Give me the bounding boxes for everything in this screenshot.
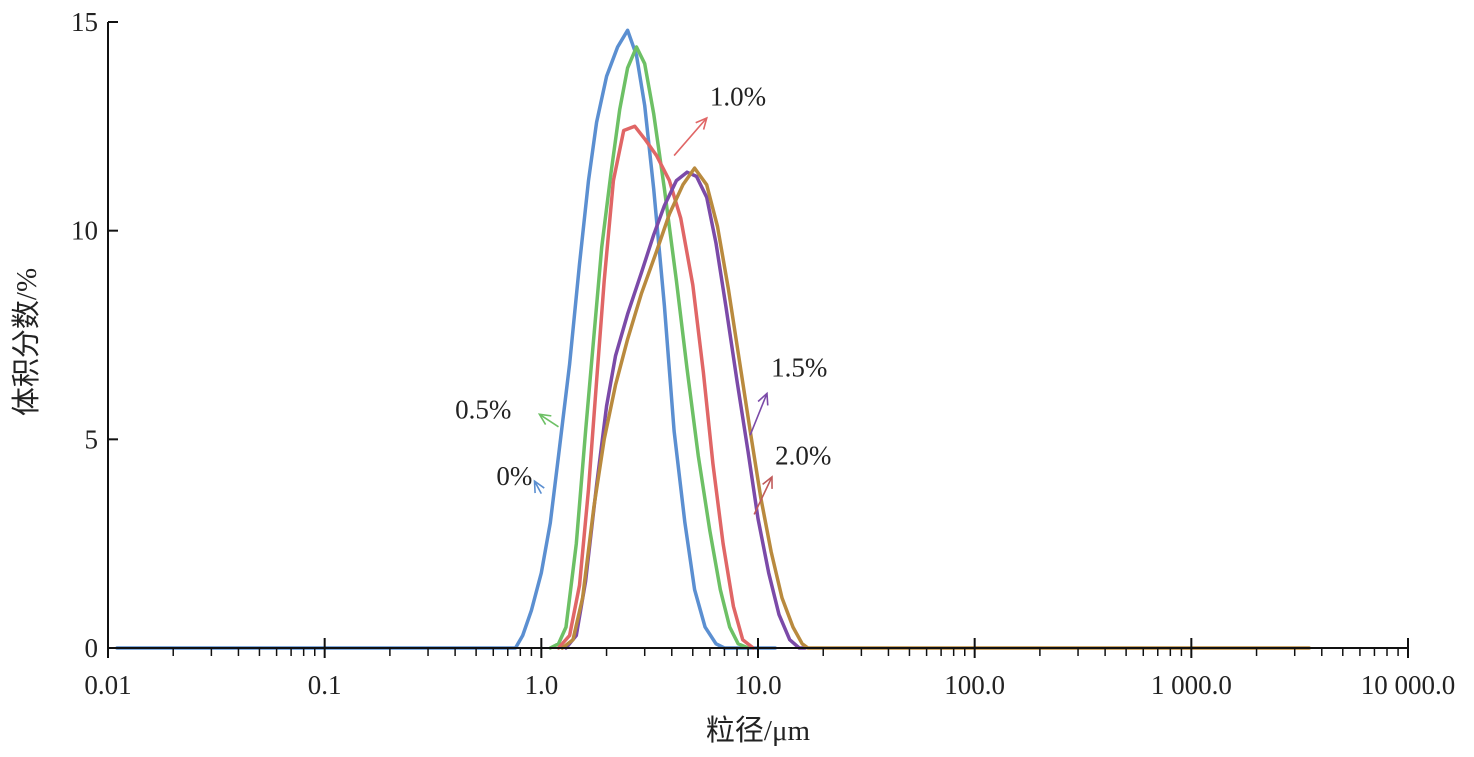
y-tick-label: 15 bbox=[71, 7, 98, 37]
series-line-0-5- bbox=[548, 45, 750, 650]
x-axis-title: 粒径/μm bbox=[706, 714, 811, 747]
y-tick-label: 0 bbox=[85, 633, 99, 663]
annotation-arrowhead bbox=[533, 479, 545, 494]
series-line-1-0- bbox=[556, 124, 755, 650]
x-tick-label: 0.01 bbox=[84, 670, 131, 700]
annotation-arrowhead bbox=[762, 475, 773, 489]
x-tick-label: 10.0 bbox=[734, 670, 781, 700]
annotation-layer: 1.0% 0.5% 0% 1.5% 2.0% bbox=[455, 81, 831, 515]
annotation-label: 1.5% bbox=[771, 353, 827, 383]
annotation-label: 2.0% bbox=[775, 440, 831, 470]
series-layer bbox=[115, 28, 1311, 650]
annotation-label: 1.0% bbox=[710, 81, 766, 111]
y-tick-label: 10 bbox=[71, 216, 98, 246]
x-tick-label: 100.0 bbox=[944, 670, 1005, 700]
annotation-arrow bbox=[673, 117, 708, 157]
x-tick-label: 0.1 bbox=[308, 670, 342, 700]
annotation-label: 0.5% bbox=[455, 394, 511, 424]
axis-layer: 0.01 0.1 1.0 10.0 100.0 1 000.0 10 000.0 0 5 10 15 bbox=[71, 7, 1455, 700]
annotation-arrow bbox=[749, 393, 768, 436]
annotation-arrow bbox=[753, 476, 773, 515]
y-axis-title: 体积分数/% bbox=[10, 268, 43, 416]
annotation-arrowhead bbox=[757, 391, 769, 406]
series-line-0- bbox=[115, 28, 777, 650]
annotation-label: 0% bbox=[496, 461, 532, 491]
annotation-arrow bbox=[533, 480, 543, 494]
x-tick-label: 10 000.0 bbox=[1361, 670, 1456, 700]
annotation-arrowhead bbox=[537, 413, 552, 425]
x-tick-label: 1 000.0 bbox=[1151, 670, 1232, 700]
series-line-2-0- bbox=[560, 166, 1311, 650]
annotation-arrowhead bbox=[695, 116, 708, 130]
annotation-arrow bbox=[538, 413, 559, 428]
x-tick-label: 1.0 bbox=[524, 670, 558, 700]
y-tick-label: 5 bbox=[85, 424, 99, 454]
